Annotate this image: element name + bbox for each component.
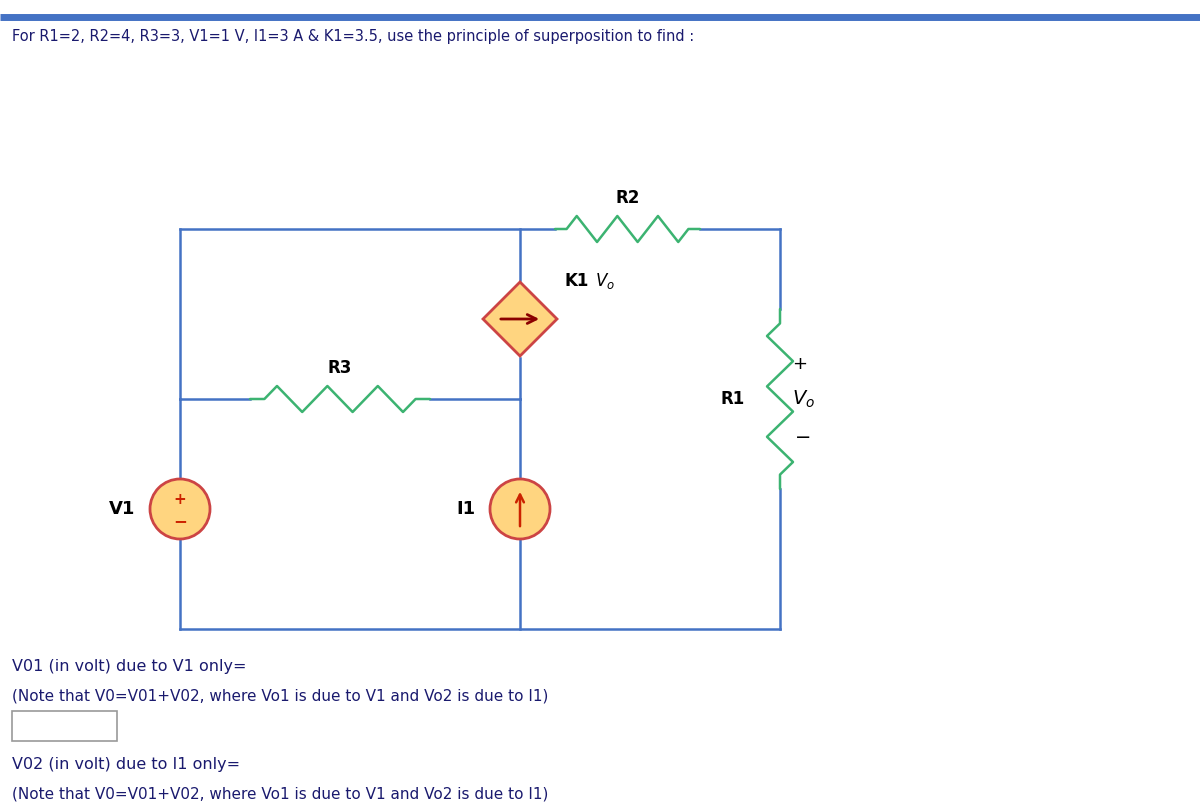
Text: R1: R1 (721, 390, 745, 408)
Text: $V_o$: $V_o$ (595, 271, 614, 291)
FancyBboxPatch shape (12, 711, 118, 741)
Circle shape (490, 479, 550, 539)
Text: K1: K1 (565, 272, 589, 290)
Text: +: + (174, 492, 186, 506)
Text: V1: V1 (109, 500, 134, 518)
Text: R2: R2 (616, 189, 640, 207)
Circle shape (150, 479, 210, 539)
Text: For R1=2, R2=4, R3=3, V1=1 V, I1=3 A & K1=3.5, use the principle of superpositio: For R1=2, R2=4, R3=3, V1=1 V, I1=3 A & K… (12, 29, 695, 44)
Text: (Note that V0=V01+V02, where Vo1 is due to V1 and Vo2 is due to I1): (Note that V0=V01+V02, where Vo1 is due … (12, 688, 548, 704)
Polygon shape (482, 282, 557, 356)
Text: $V_o$: $V_o$ (792, 388, 815, 409)
Text: V02 (in volt) due to I1 only=: V02 (in volt) due to I1 only= (12, 757, 240, 773)
Text: R3: R3 (328, 359, 352, 377)
Text: −: − (173, 512, 187, 530)
Text: I1: I1 (456, 500, 475, 518)
Text: (Note that V0=V01+V02, where Vo1 is due to V1 and Vo2 is due to I1): (Note that V0=V01+V02, where Vo1 is due … (12, 786, 548, 802)
Text: V01 (in volt) due to V1 only=: V01 (in volt) due to V1 only= (12, 659, 246, 675)
Text: −: − (796, 427, 811, 447)
Text: +: + (792, 355, 808, 373)
